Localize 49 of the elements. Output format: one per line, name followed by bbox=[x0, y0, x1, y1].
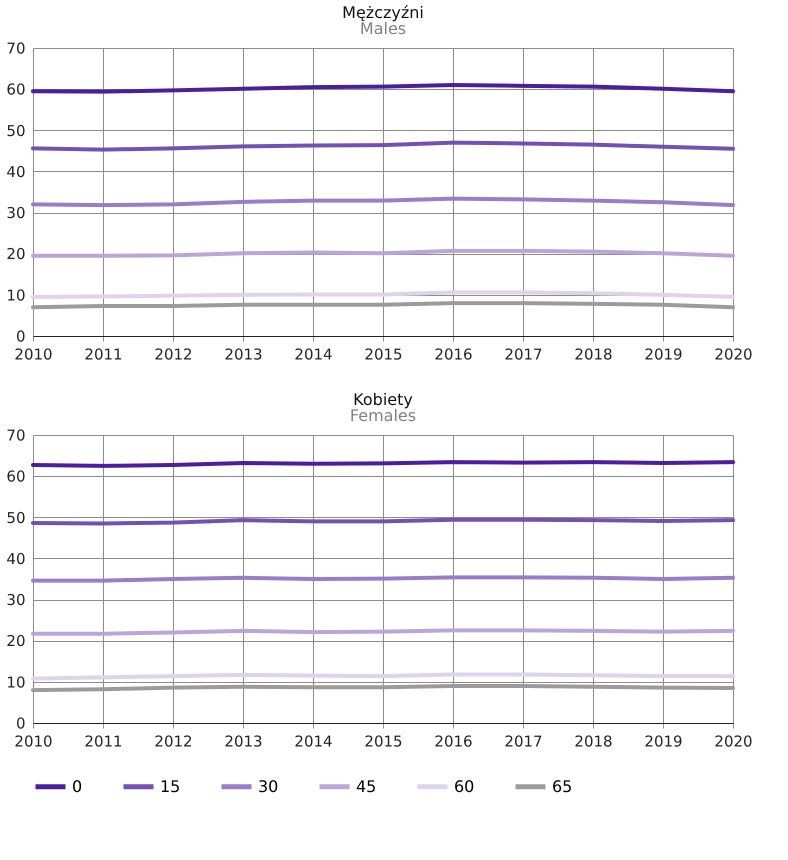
y-tick-label: 0 bbox=[16, 328, 26, 346]
y-tick-label: 60 bbox=[6, 468, 26, 486]
x-tick-label: 2016 bbox=[434, 346, 473, 364]
legend-label: 65 bbox=[552, 776, 572, 796]
y-tick-label: 30 bbox=[6, 204, 26, 222]
legend-label: 30 bbox=[258, 776, 278, 796]
x-tick-label: 2013 bbox=[224, 346, 263, 364]
x-tick-label: 2015 bbox=[364, 732, 403, 750]
y-tick-label: 10 bbox=[6, 673, 26, 692]
x-tick-label: 2016 bbox=[434, 732, 473, 750]
x-tick-label: 2010 bbox=[14, 732, 53, 750]
line-series bbox=[31, 140, 735, 152]
y-tick-label: 70 bbox=[6, 40, 26, 58]
x-tick-label: 2014 bbox=[294, 732, 333, 750]
x-tick-label: 2012 bbox=[154, 346, 193, 364]
y-tick-label: 30 bbox=[6, 591, 26, 610]
x-tick-label: 2010 bbox=[14, 346, 53, 364]
x-tick-label: 2017 bbox=[504, 346, 543, 364]
y-tick-label: 40 bbox=[6, 550, 26, 568]
legend-label: 15 bbox=[160, 776, 180, 796]
chart-title: Kobiety bbox=[353, 390, 413, 409]
y-tick-label: 20 bbox=[6, 245, 26, 264]
x-tick-label: 2015 bbox=[364, 346, 403, 364]
x-tick-label: 2019 bbox=[644, 346, 683, 364]
x-tick-label: 2020 bbox=[714, 732, 753, 750]
x-tick-label: 2019 bbox=[644, 732, 683, 750]
y-tick-label: 0 bbox=[16, 714, 26, 732]
y-tick-label: 70 bbox=[6, 426, 26, 444]
x-tick-label: 2018 bbox=[574, 732, 613, 750]
y-tick-label: 40 bbox=[6, 162, 26, 181]
x-tick-label: 2013 bbox=[224, 732, 263, 750]
y-tick-label: 10 bbox=[6, 286, 26, 304]
x-tick-label: 2018 bbox=[574, 346, 613, 364]
x-tick-label: 2011 bbox=[84, 732, 123, 750]
y-tick-label: 20 bbox=[6, 632, 26, 650]
y-tick-label: 60 bbox=[6, 80, 26, 99]
x-tick-label: 2020 bbox=[714, 346, 753, 364]
chart-title: Mężczyźni bbox=[342, 3, 424, 22]
line-series bbox=[31, 196, 735, 208]
x-tick-label: 2017 bbox=[504, 732, 543, 750]
line-series bbox=[31, 83, 735, 94]
x-tick-label: 2011 bbox=[84, 346, 123, 364]
legend-label: 0 bbox=[72, 776, 82, 796]
y-tick-label: 50 bbox=[6, 508, 26, 527]
legend-label: 45 bbox=[356, 776, 376, 796]
y-tick-label: 50 bbox=[6, 122, 26, 140]
legend-label: 60 bbox=[454, 776, 474, 796]
x-tick-label: 2012 bbox=[154, 732, 193, 750]
x-tick-label: 2014 bbox=[294, 346, 333, 364]
